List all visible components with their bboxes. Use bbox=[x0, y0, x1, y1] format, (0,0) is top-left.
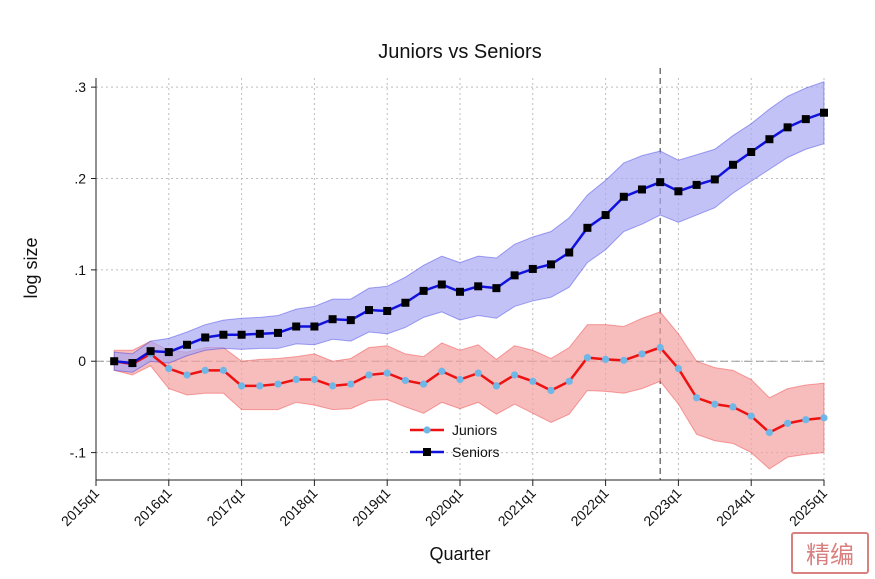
point-seniors bbox=[328, 315, 337, 324]
point-juniors bbox=[674, 364, 683, 373]
y-tick-label: .1 bbox=[74, 262, 86, 278]
point-juniors bbox=[547, 386, 555, 395]
legend-marker-seniors bbox=[423, 448, 431, 456]
y-axis-title: log size bbox=[21, 237, 41, 298]
point-seniors bbox=[710, 175, 719, 184]
point-juniors bbox=[638, 350, 646, 358]
y-tick-label: -.1 bbox=[70, 445, 87, 461]
point-seniors bbox=[747, 148, 756, 157]
line-seniors bbox=[114, 111, 825, 365]
point-juniors bbox=[238, 382, 246, 390]
point-juniors bbox=[510, 371, 519, 379]
point-seniors bbox=[528, 264, 537, 273]
point-juniors bbox=[329, 382, 337, 390]
x-axis-title: Quarter bbox=[429, 544, 490, 564]
point-juniors bbox=[656, 343, 664, 352]
series-lines bbox=[110, 108, 828, 437]
point-juniors bbox=[365, 371, 373, 379]
point-juniors bbox=[401, 376, 409, 385]
point-juniors bbox=[729, 403, 737, 411]
point-juniors bbox=[420, 380, 428, 388]
legend-marker-juniors bbox=[423, 426, 431, 434]
point-juniors bbox=[165, 364, 173, 373]
point-seniors bbox=[274, 328, 282, 337]
point-seniors bbox=[801, 115, 810, 124]
point-juniors bbox=[474, 369, 482, 377]
point-juniors bbox=[383, 369, 391, 377]
point-seniors bbox=[237, 330, 246, 339]
point-juniors bbox=[529, 377, 537, 385]
point-seniors bbox=[110, 357, 119, 366]
point-seniors bbox=[547, 260, 555, 269]
point-juniors bbox=[183, 371, 191, 379]
point-juniors bbox=[438, 367, 446, 375]
point-juniors bbox=[602, 355, 610, 363]
point-seniors bbox=[820, 108, 828, 117]
chart-title: Juniors vs Seniors bbox=[378, 41, 541, 63]
y-tick-label: 0 bbox=[78, 353, 86, 369]
point-seniors bbox=[510, 271, 519, 280]
point-juniors bbox=[256, 382, 264, 390]
point-juniors bbox=[747, 412, 755, 420]
point-seniors bbox=[346, 316, 355, 325]
point-seniors bbox=[419, 286, 428, 295]
point-juniors bbox=[820, 414, 828, 422]
point-seniors bbox=[692, 180, 701, 189]
point-seniors bbox=[656, 178, 665, 187]
point-juniors bbox=[310, 375, 318, 384]
point-juniors bbox=[274, 380, 282, 388]
point-juniors bbox=[620, 356, 628, 364]
point-seniors bbox=[292, 322, 301, 331]
line-juniors bbox=[114, 346, 825, 434]
legend-label-seniors: Seniors bbox=[452, 444, 499, 460]
point-seniors bbox=[601, 211, 610, 220]
point-seniors bbox=[128, 359, 137, 368]
watermark-frame bbox=[791, 532, 869, 574]
point-seniors bbox=[310, 322, 319, 331]
point-seniors bbox=[474, 282, 483, 291]
point-juniors bbox=[201, 366, 209, 374]
point-juniors bbox=[711, 400, 719, 408]
point-seniors bbox=[183, 340, 191, 349]
point-seniors bbox=[437, 280, 446, 289]
point-seniors bbox=[164, 348, 173, 357]
point-juniors bbox=[492, 382, 500, 390]
point-seniors bbox=[765, 135, 774, 144]
point-juniors bbox=[219, 366, 227, 374]
point-seniors bbox=[729, 160, 737, 169]
point-juniors bbox=[292, 375, 300, 384]
legend-label-juniors: Juniors bbox=[452, 422, 497, 438]
point-juniors bbox=[347, 380, 355, 388]
watermark-stamp: 精编 bbox=[791, 532, 869, 574]
point-seniors bbox=[365, 306, 373, 315]
y-tick-label: .3 bbox=[74, 79, 86, 95]
point-seniors bbox=[146, 347, 155, 356]
point-juniors bbox=[765, 428, 774, 437]
point-seniors bbox=[255, 329, 264, 338]
point-seniors bbox=[565, 248, 574, 257]
point-seniors bbox=[619, 192, 628, 201]
point-juniors bbox=[693, 394, 701, 402]
point-seniors bbox=[201, 333, 210, 342]
y-tick-label: .2 bbox=[74, 171, 86, 187]
point-seniors bbox=[783, 123, 792, 132]
point-seniors bbox=[583, 223, 592, 232]
point-juniors bbox=[565, 377, 573, 385]
point-seniors bbox=[383, 306, 392, 315]
point-juniors bbox=[802, 416, 810, 424]
point-juniors bbox=[784, 419, 792, 427]
point-seniors bbox=[638, 185, 646, 194]
point-seniors bbox=[401, 298, 410, 307]
point-seniors bbox=[219, 330, 228, 339]
watermark-text: 精编 bbox=[806, 541, 854, 569]
point-seniors bbox=[674, 187, 683, 196]
point-juniors bbox=[456, 375, 464, 384]
point-juniors bbox=[583, 353, 592, 362]
point-seniors bbox=[492, 284, 501, 293]
legend: Juniors Seniors bbox=[410, 422, 499, 460]
point-seniors bbox=[456, 287, 464, 296]
